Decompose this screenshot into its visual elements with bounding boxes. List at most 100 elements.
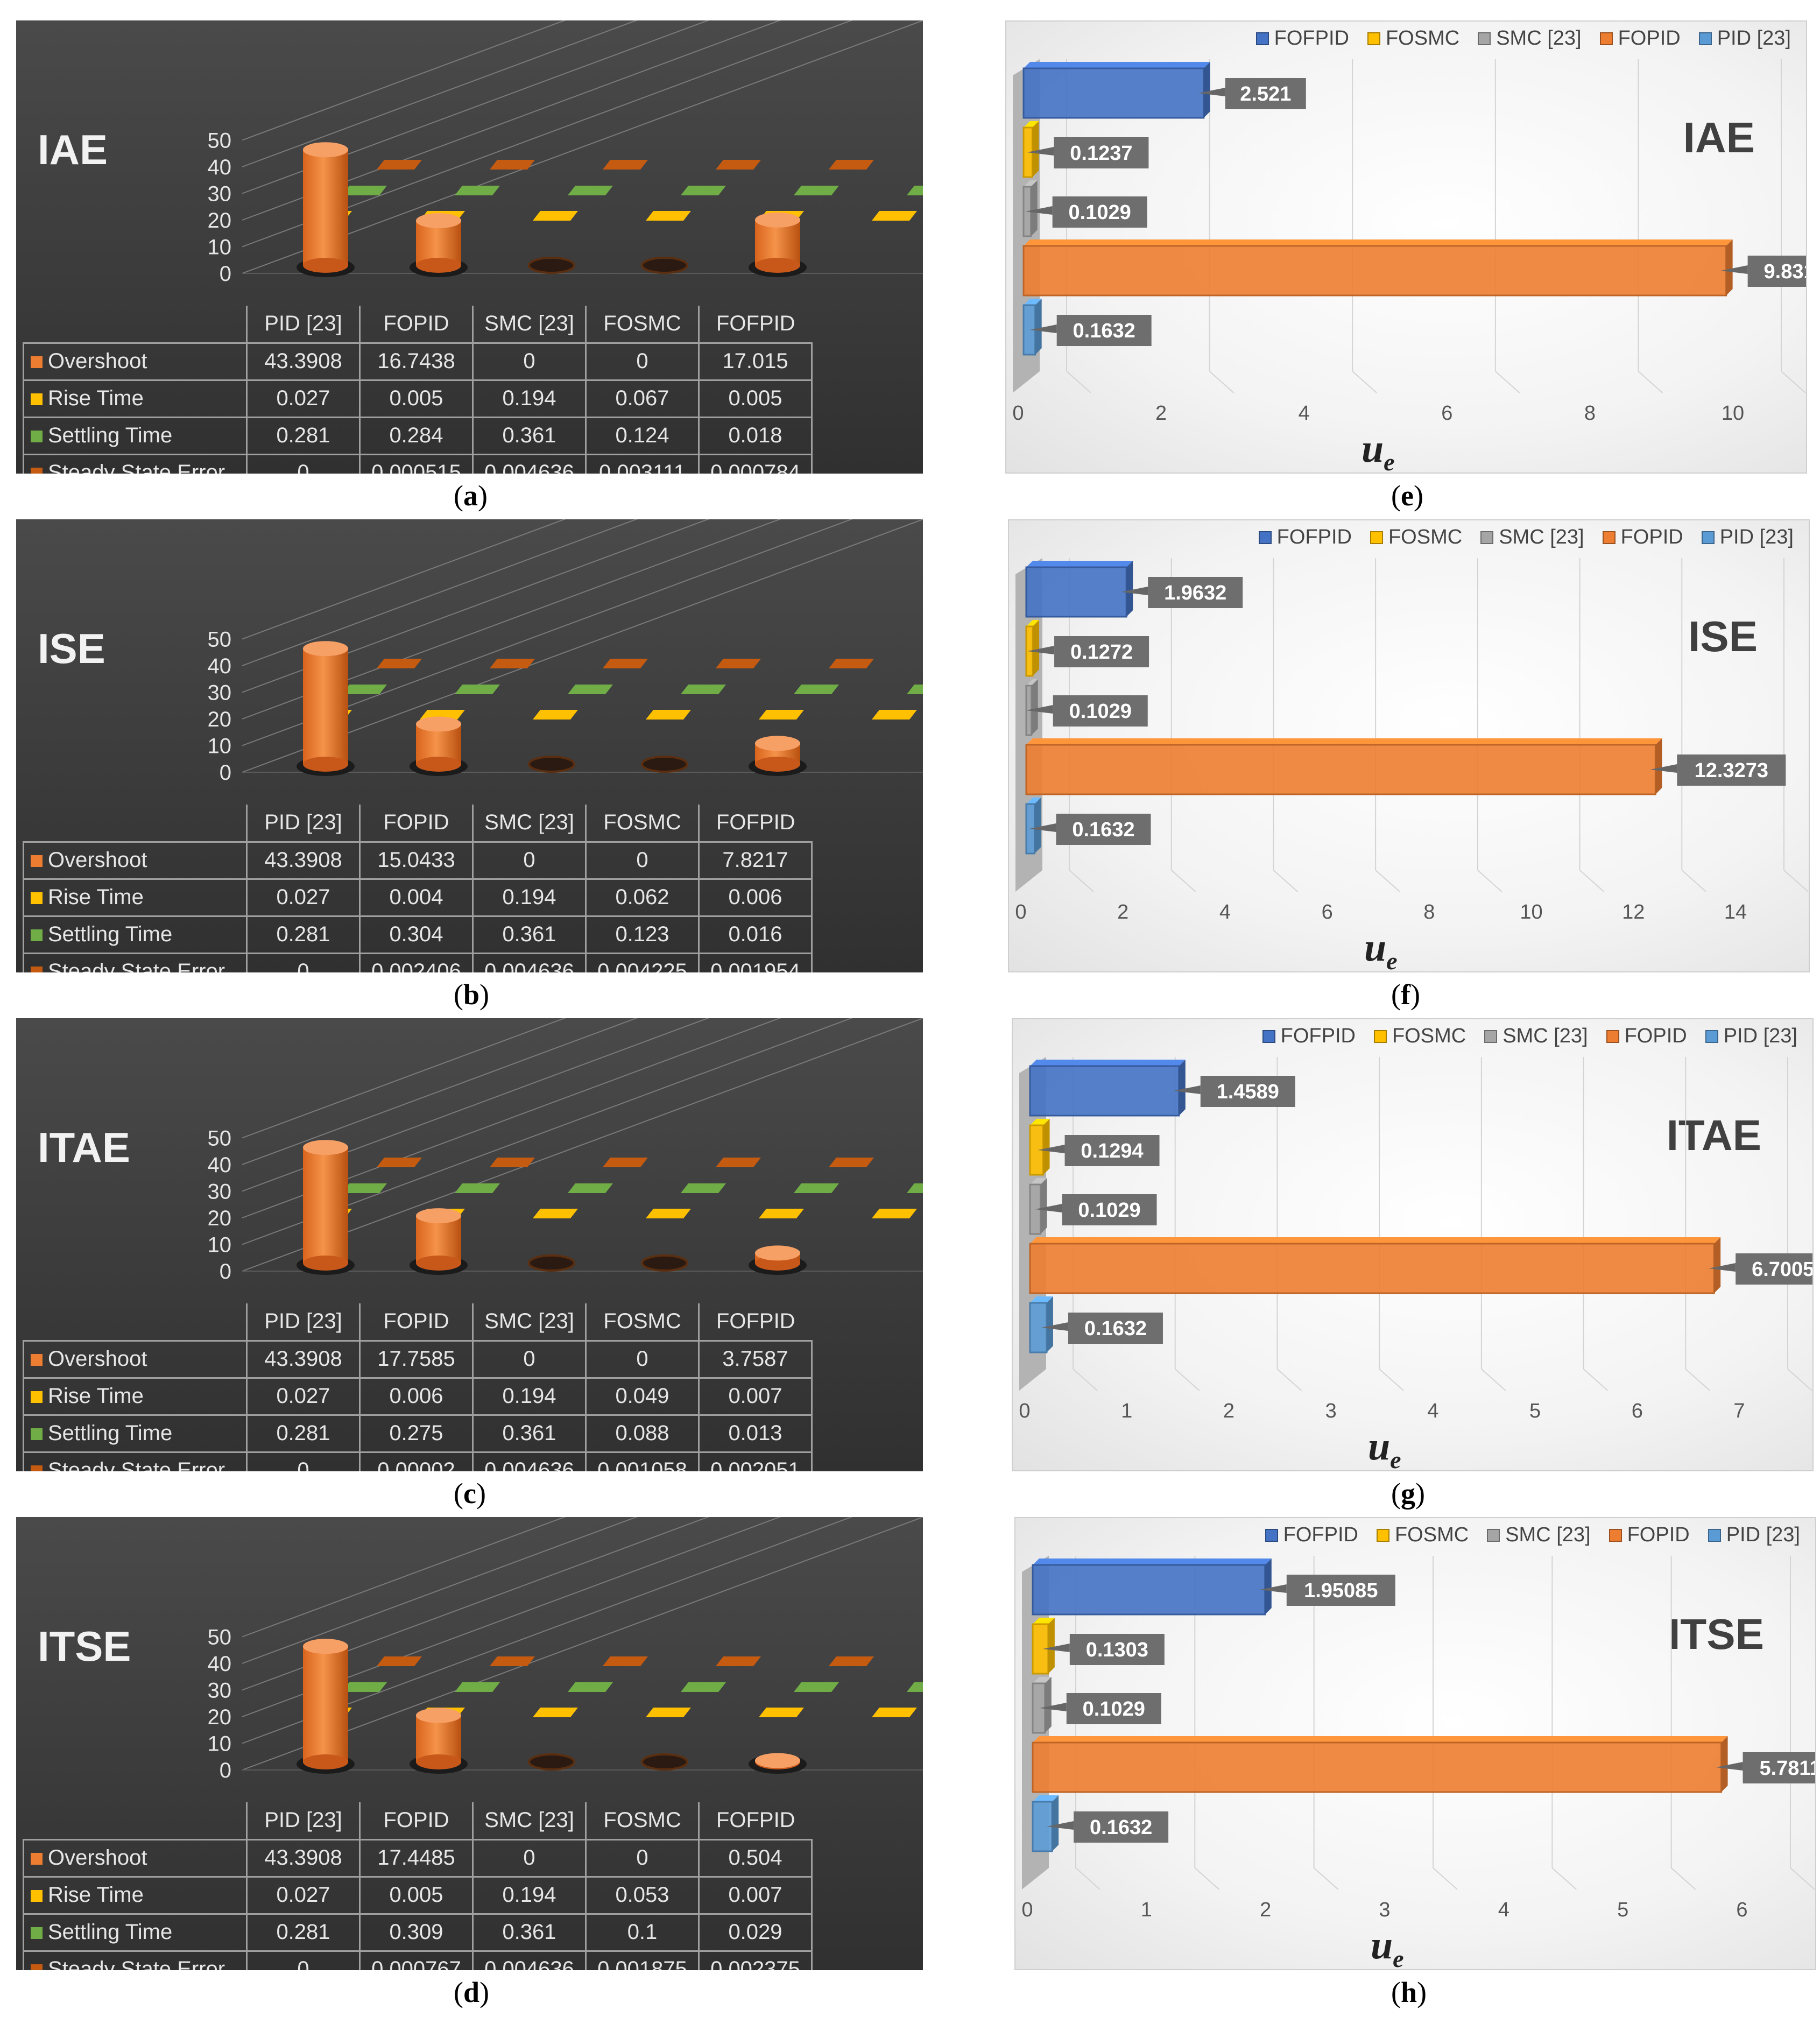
floor-marker-settling-time: [907, 1682, 923, 1692]
table-cell: 0.029: [698, 1913, 813, 1952]
legend-item: FOSMC: [1367, 27, 1459, 50]
floor-marker-settling-time: [568, 685, 613, 694]
legend-swatch: [31, 967, 43, 972]
gridline: [242, 1517, 923, 1771]
data-label-box: [1200, 1076, 1295, 1107]
table-cell: 0.004636: [472, 453, 587, 474]
overshoot-cylinder: [528, 756, 575, 773]
gridline: [1314, 1867, 1339, 1890]
table-row: Steady State Error 0 0.000767 0.004636 0.001…: [23, 1950, 813, 1970]
legend-label: FOFPID: [1276, 526, 1352, 548]
data-table: PID [23] FOPID SMC [23] FOSMC FOFPID Overshoo…: [23, 805, 813, 972]
table-cell: 0: [585, 1339, 700, 1379]
table-cell: 43.3908: [246, 841, 361, 880]
table-row: Rise Time 0.027 0.005 0.194 0.053 0.007: [23, 1875, 813, 1915]
x-tick-label: 6: [1441, 402, 1452, 425]
x-tick-label: 10: [1520, 901, 1542, 923]
row-label: Steady State Error: [23, 1451, 248, 1471]
legend-label: FOPID: [1624, 1025, 1687, 1047]
table-corner: [23, 1802, 247, 1840]
caption-letter: h: [1400, 1976, 1417, 2008]
caption-letter: d: [463, 1976, 480, 2008]
floor-marker-steady-state-error: [829, 1158, 874, 1167]
floor-marker-settling-time: [455, 186, 500, 195]
chart-panel-e: FOFPID FOSMC SMC [23] FOPID PID [23] IAE 0 2 4 6 8…: [1005, 20, 1807, 474]
x-axis-label-subscript: e: [1390, 1445, 1401, 1471]
data-label-box: [1074, 1811, 1169, 1843]
floor-marker-steady-state-error: [603, 1158, 648, 1167]
floor-marker-steady-state-error: [603, 160, 648, 170]
legend-swatch: [1370, 531, 1383, 544]
x-tick-label: 4: [1498, 1899, 1509, 1921]
table-row: Overshoot 43.3908 17.4485 0 0 0.504: [23, 1838, 813, 1878]
y-tick-label: 20: [208, 1207, 232, 1230]
table-cell: 0.002051: [698, 1451, 813, 1471]
data-label-box: [1225, 78, 1306, 109]
y-tick-label: 50: [208, 628, 232, 652]
caption: (f): [1391, 978, 1420, 1011]
table-cell: 0: [246, 1950, 361, 1970]
floor-marker-rise-time: [759, 1209, 804, 1218]
x-tick-label: 2: [1117, 901, 1128, 923]
column-header: FOFPID: [698, 1303, 812, 1342]
gridline: [242, 519, 566, 640]
table-cell: 0.000784: [698, 453, 813, 474]
table-cell: 0.004225: [585, 952, 700, 972]
data-label: 0.1029: [1078, 1199, 1140, 1222]
x-tick-label: 4: [1219, 901, 1231, 923]
row-label-text: Steady State Error: [48, 1458, 225, 1471]
table-cell: 0: [585, 342, 700, 381]
caption-letter: b: [463, 978, 480, 1011]
row-label: Steady State Error: [23, 952, 248, 972]
caption-letter: f: [1400, 978, 1410, 1011]
table-cell: 0.007: [698, 1377, 813, 1416]
table-cell: 0.361: [472, 915, 587, 954]
gridline: [1194, 1867, 1219, 1890]
table-cell: 0.281: [246, 915, 361, 954]
caption-letter: g: [1400, 1477, 1415, 1510]
gridline: [1681, 870, 1706, 892]
overshoot-cylinder: [641, 1753, 688, 1771]
chart-legend: FOFPID FOSMC SMC [23] FOPID PID [23]: [1262, 1025, 1797, 1048]
gridline: [242, 519, 638, 666]
y-tick-label: 0: [220, 1260, 231, 1283]
floor-marker-steady-state-error: [603, 659, 648, 668]
row-label: Overshoot: [23, 342, 248, 381]
table-cell: 0: [246, 1451, 361, 1471]
column-header: FOSMC: [585, 306, 699, 344]
legend-label: PID [23]: [1717, 27, 1791, 50]
x-tick-label: 8: [1584, 402, 1596, 425]
floor-marker-rise-time: [533, 1708, 578, 1717]
overshoot-cylinder: [641, 1254, 688, 1272]
floor-marker-steady-state-error: [716, 1656, 761, 1666]
caption: (h): [1391, 1976, 1427, 2008]
gridline: [242, 1018, 710, 1192]
legend-item: FOPID: [1602, 526, 1683, 549]
table-cell: 0.361: [472, 1414, 587, 1453]
x-axis-label-subscript: e: [1384, 448, 1395, 474]
table-cell: 7.8217: [698, 841, 813, 880]
table-corner: [23, 1303, 247, 1342]
y-tick-label: 30: [208, 681, 232, 705]
legend-swatch: [1705, 1029, 1718, 1043]
bar-chart-plot: 0 2 4 6 8 10 12 14 1.9632 0.1272 0.1029 12.3273 0.16…: [1015, 558, 1809, 923]
floor-marker-rise-time: [872, 710, 917, 720]
gridline: [242, 1018, 853, 1245]
legend-swatch: [1698, 32, 1712, 45]
chart-title: ITSE: [38, 1623, 131, 1670]
gridline: [1075, 1867, 1101, 1890]
data-label: 1.9632: [1164, 582, 1226, 604]
data-label-box: [1743, 1752, 1815, 1783]
floor-marker-settling-time: [342, 186, 387, 195]
table-cell: 0.281: [246, 416, 361, 455]
legend-label: FOSMC: [1394, 1524, 1469, 1546]
legend-swatch: [31, 1428, 43, 1441]
legend-swatch: [31, 1391, 43, 1404]
column-header: SMC [23]: [472, 805, 586, 843]
x-tick-label: 5: [1617, 1899, 1628, 1921]
legend-swatch: [31, 468, 43, 474]
table-cell: 0: [472, 1838, 587, 1878]
x-tick-label: 12: [1622, 901, 1645, 923]
data-label: 0.1632: [1073, 320, 1135, 342]
row-label: Overshoot: [23, 1339, 248, 1379]
